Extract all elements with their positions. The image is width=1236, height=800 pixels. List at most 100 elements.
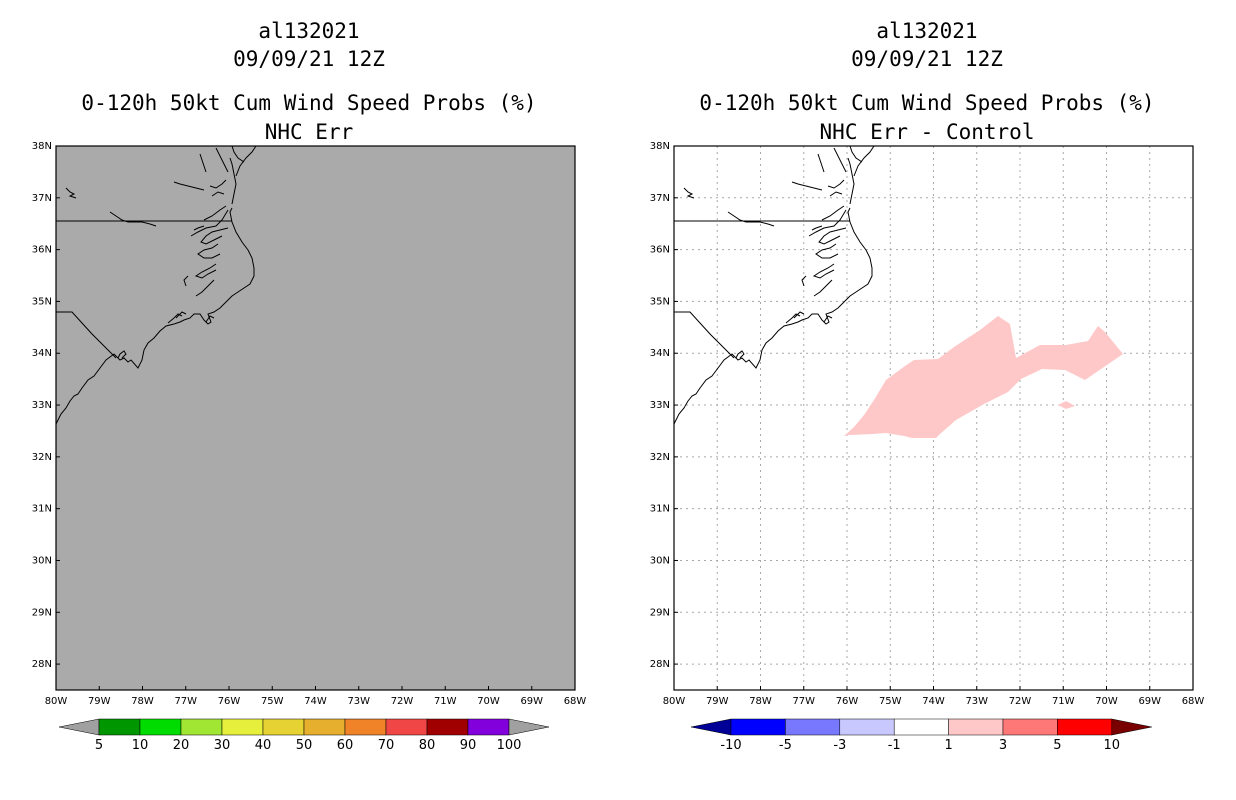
colorbar-swatch xyxy=(426,718,469,736)
coastline-segment xyxy=(853,145,875,177)
colorbar-label: 1 xyxy=(944,738,952,753)
coastline-segment xyxy=(813,279,833,297)
coastline xyxy=(55,145,257,425)
colorbar-swatch xyxy=(1002,718,1058,736)
colorbar-swatch xyxy=(303,718,346,736)
coastline-segment xyxy=(175,311,187,319)
panel-subtitle: NHC Err - Control xyxy=(819,120,1035,144)
colorbar-swatch xyxy=(180,718,223,736)
coastline-segment xyxy=(200,227,229,245)
lon-label: 75W xyxy=(261,696,284,707)
colorbar: 5 10 20 30 40 50 60 70 80 90 100 xyxy=(58,718,550,753)
coastline-segment xyxy=(205,315,215,323)
colorbar-label: -10 xyxy=(720,738,741,753)
lon-label: 78W xyxy=(131,696,154,707)
coastline-segment xyxy=(209,179,227,189)
colorbar-label: 70 xyxy=(378,738,395,753)
coastline-segment xyxy=(683,187,695,199)
coastline-segment xyxy=(793,311,805,319)
coastline-segment xyxy=(109,211,157,227)
lat-label: 34N xyxy=(32,348,52,359)
map-svg-left: 38N 37N 36N 35N 34N 33N 32N 31N 30N 29N 28N 80W 79W… xyxy=(32,141,587,753)
coastline-segment xyxy=(847,157,855,205)
colorbar-label: -3 xyxy=(833,738,846,753)
longitude-labels: 80W 79W 78W 77W 76W 75W 74W 73W 72W 71W 70W 69W 68W xyxy=(663,686,1204,707)
lon-label: 77W xyxy=(174,696,197,707)
colorbar: -10 -5 -3 -1 1 3 5 10 xyxy=(690,718,1152,753)
coastline-segment xyxy=(812,263,835,279)
lat-label: 37N xyxy=(32,193,52,204)
coastline-segment xyxy=(808,209,847,237)
colorbar-swatch xyxy=(839,718,895,736)
panel-nhc-err: al132021 09/09/21 12Z 0-120h 50kt Cum Wi… xyxy=(32,19,587,753)
datetime: 09/09/21 12Z xyxy=(851,47,1003,71)
lat-label: 37N xyxy=(650,193,670,204)
colorbar-label: 30 xyxy=(214,738,231,753)
coastline-segment xyxy=(183,275,189,287)
lat-label: 28N xyxy=(32,659,52,670)
coastline-segment xyxy=(833,147,847,173)
colorbar-label: -1 xyxy=(888,738,901,753)
probability-difference-area xyxy=(844,316,1123,438)
lon-label: 70W xyxy=(477,696,500,707)
lat-label: 38N xyxy=(650,141,670,152)
lon-label: 73W xyxy=(347,696,370,707)
coastline-segment xyxy=(211,191,225,197)
coastline-segment xyxy=(735,350,745,359)
colorbar-label: 5 xyxy=(1053,738,1061,753)
colorbar-label: 50 xyxy=(296,738,313,753)
colorbar-swatch xyxy=(785,718,841,736)
coastline-segment xyxy=(818,227,847,245)
colorbar-label: 3 xyxy=(999,738,1007,753)
lat-label: 28N xyxy=(650,659,670,670)
lat-label: 38N xyxy=(32,141,52,152)
colorbar-label: 5 xyxy=(95,738,103,753)
lat-label: 30N xyxy=(650,555,670,566)
shaded-area-small xyxy=(1058,401,1075,409)
coastline-segment xyxy=(673,207,873,425)
latitude-labels: 38N 37N 36N 35N 34N 33N 32N 31N 30N 29N 28N xyxy=(32,141,60,670)
lat-label: 36N xyxy=(650,245,670,256)
lon-label: 80W xyxy=(663,696,686,707)
coastline-segment xyxy=(785,313,801,324)
coastline-segment xyxy=(65,187,77,199)
colorbar-swatch xyxy=(385,718,428,736)
colorbar-label: 20 xyxy=(173,738,190,753)
lon-label: 70W xyxy=(1095,696,1118,707)
coastline-segment xyxy=(190,209,229,237)
coastline-segment xyxy=(197,243,221,259)
lon-label: 71W xyxy=(434,696,457,707)
coastline-segment xyxy=(229,157,237,205)
storm-id: al132021 xyxy=(876,19,978,43)
coastline-segment xyxy=(791,181,823,191)
lon-label: 74W xyxy=(304,696,327,707)
lon-label: 77W xyxy=(792,696,815,707)
coastline-segment xyxy=(727,211,775,227)
lat-label: 33N xyxy=(650,400,670,411)
coastline-segment xyxy=(194,263,217,279)
lon-label: 72W xyxy=(391,696,414,707)
coastline-segment xyxy=(193,225,205,231)
colorbar-swatch xyxy=(467,718,510,736)
lon-label: 69W xyxy=(1138,696,1161,707)
colorbar-label: -5 xyxy=(779,738,792,753)
colorbar-swatch xyxy=(893,718,949,736)
colorbar-swatch xyxy=(948,718,1004,736)
lat-label: 31N xyxy=(32,504,52,515)
product-title: 0-120h 50kt Cum Wind Speed Probs (%) xyxy=(81,91,537,115)
coastline-segment xyxy=(235,145,257,177)
map-background xyxy=(56,146,575,690)
coastline-segment xyxy=(167,313,183,324)
colorbar-swatch xyxy=(730,718,786,736)
lat-label: 32N xyxy=(650,452,670,463)
coastline-segment xyxy=(199,153,207,173)
coastline-segment xyxy=(674,311,735,359)
colorbar-swatch xyxy=(221,718,264,736)
coastline-segment xyxy=(823,315,833,323)
colorbar-under-triangle xyxy=(58,718,100,736)
colorbar-swatch xyxy=(344,718,387,736)
colorbar-label: 100 xyxy=(497,738,522,753)
colorbar-swatch xyxy=(139,718,182,736)
colorbar-over-triangle xyxy=(1111,718,1152,736)
coastline xyxy=(673,145,875,425)
